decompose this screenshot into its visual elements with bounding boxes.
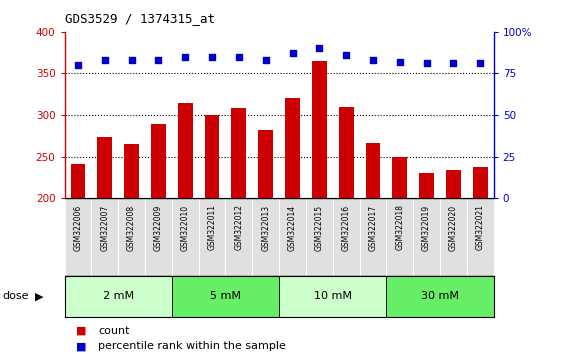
Text: GSM322013: GSM322013 [261,205,270,251]
Bar [91,198,118,276]
Bar [339,107,353,198]
Text: GSM322020: GSM322020 [449,205,458,251]
Bar [387,276,494,317]
Bar [65,198,91,276]
Text: GSM322011: GSM322011 [208,205,217,251]
Bar [360,198,387,276]
Bar [467,198,494,276]
Text: GSM322015: GSM322015 [315,205,324,251]
Point [73,62,82,68]
Point [154,57,163,63]
Bar [393,156,407,198]
Bar [232,108,246,198]
Text: GSM322009: GSM322009 [154,205,163,251]
Bar [145,198,172,276]
Bar [258,130,273,198]
Text: 2 mM: 2 mM [103,291,134,302]
Bar [312,61,327,198]
Bar [65,276,172,317]
Point [234,54,243,59]
Text: GSM322016: GSM322016 [342,205,351,251]
Point [449,61,458,66]
Point [127,57,136,63]
Bar [71,164,85,198]
Bar [226,198,252,276]
Text: ■: ■ [76,341,86,351]
Bar [440,198,467,276]
Point [369,57,378,63]
Bar [279,198,306,276]
Text: percentile rank within the sample: percentile rank within the sample [98,341,286,351]
Point [181,54,190,59]
Text: 5 mM: 5 mM [210,291,241,302]
Point [396,59,404,65]
Text: ■: ■ [76,326,86,336]
Bar [333,198,360,276]
Bar [98,137,112,198]
Text: GSM322021: GSM322021 [476,205,485,251]
Bar [279,276,387,317]
Bar [124,144,139,198]
Point [342,52,351,58]
Point [422,61,431,66]
Text: GSM322008: GSM322008 [127,205,136,251]
Text: GSM322019: GSM322019 [422,205,431,251]
Bar [413,198,440,276]
Bar [285,98,300,198]
Bar [172,276,279,317]
Bar [178,103,192,198]
Text: GSM322014: GSM322014 [288,205,297,251]
Text: 10 mM: 10 mM [314,291,352,302]
Point [261,57,270,63]
Bar [387,198,413,276]
Point [100,57,109,63]
Bar [151,124,165,198]
Bar [205,115,219,198]
Bar [199,198,226,276]
Bar [473,167,488,198]
Text: count: count [98,326,130,336]
Text: GSM322006: GSM322006 [73,205,82,251]
Text: GSM322007: GSM322007 [100,205,109,251]
Text: GSM322018: GSM322018 [396,205,404,251]
Text: 30 mM: 30 mM [421,291,459,302]
Text: GSM322012: GSM322012 [234,205,243,251]
Bar [306,198,333,276]
Point [208,54,217,59]
Text: GDS3529 / 1374315_at: GDS3529 / 1374315_at [65,12,214,25]
Text: GSM322010: GSM322010 [181,205,190,251]
Bar [172,198,199,276]
Point [315,46,324,51]
Text: ▶: ▶ [35,291,44,302]
Bar [446,170,461,198]
Bar [366,143,380,198]
Bar [118,198,145,276]
Bar [252,198,279,276]
Point [288,51,297,56]
Point [476,61,485,66]
Text: GSM322017: GSM322017 [369,205,378,251]
Bar [419,173,434,198]
Text: dose: dose [3,291,29,302]
